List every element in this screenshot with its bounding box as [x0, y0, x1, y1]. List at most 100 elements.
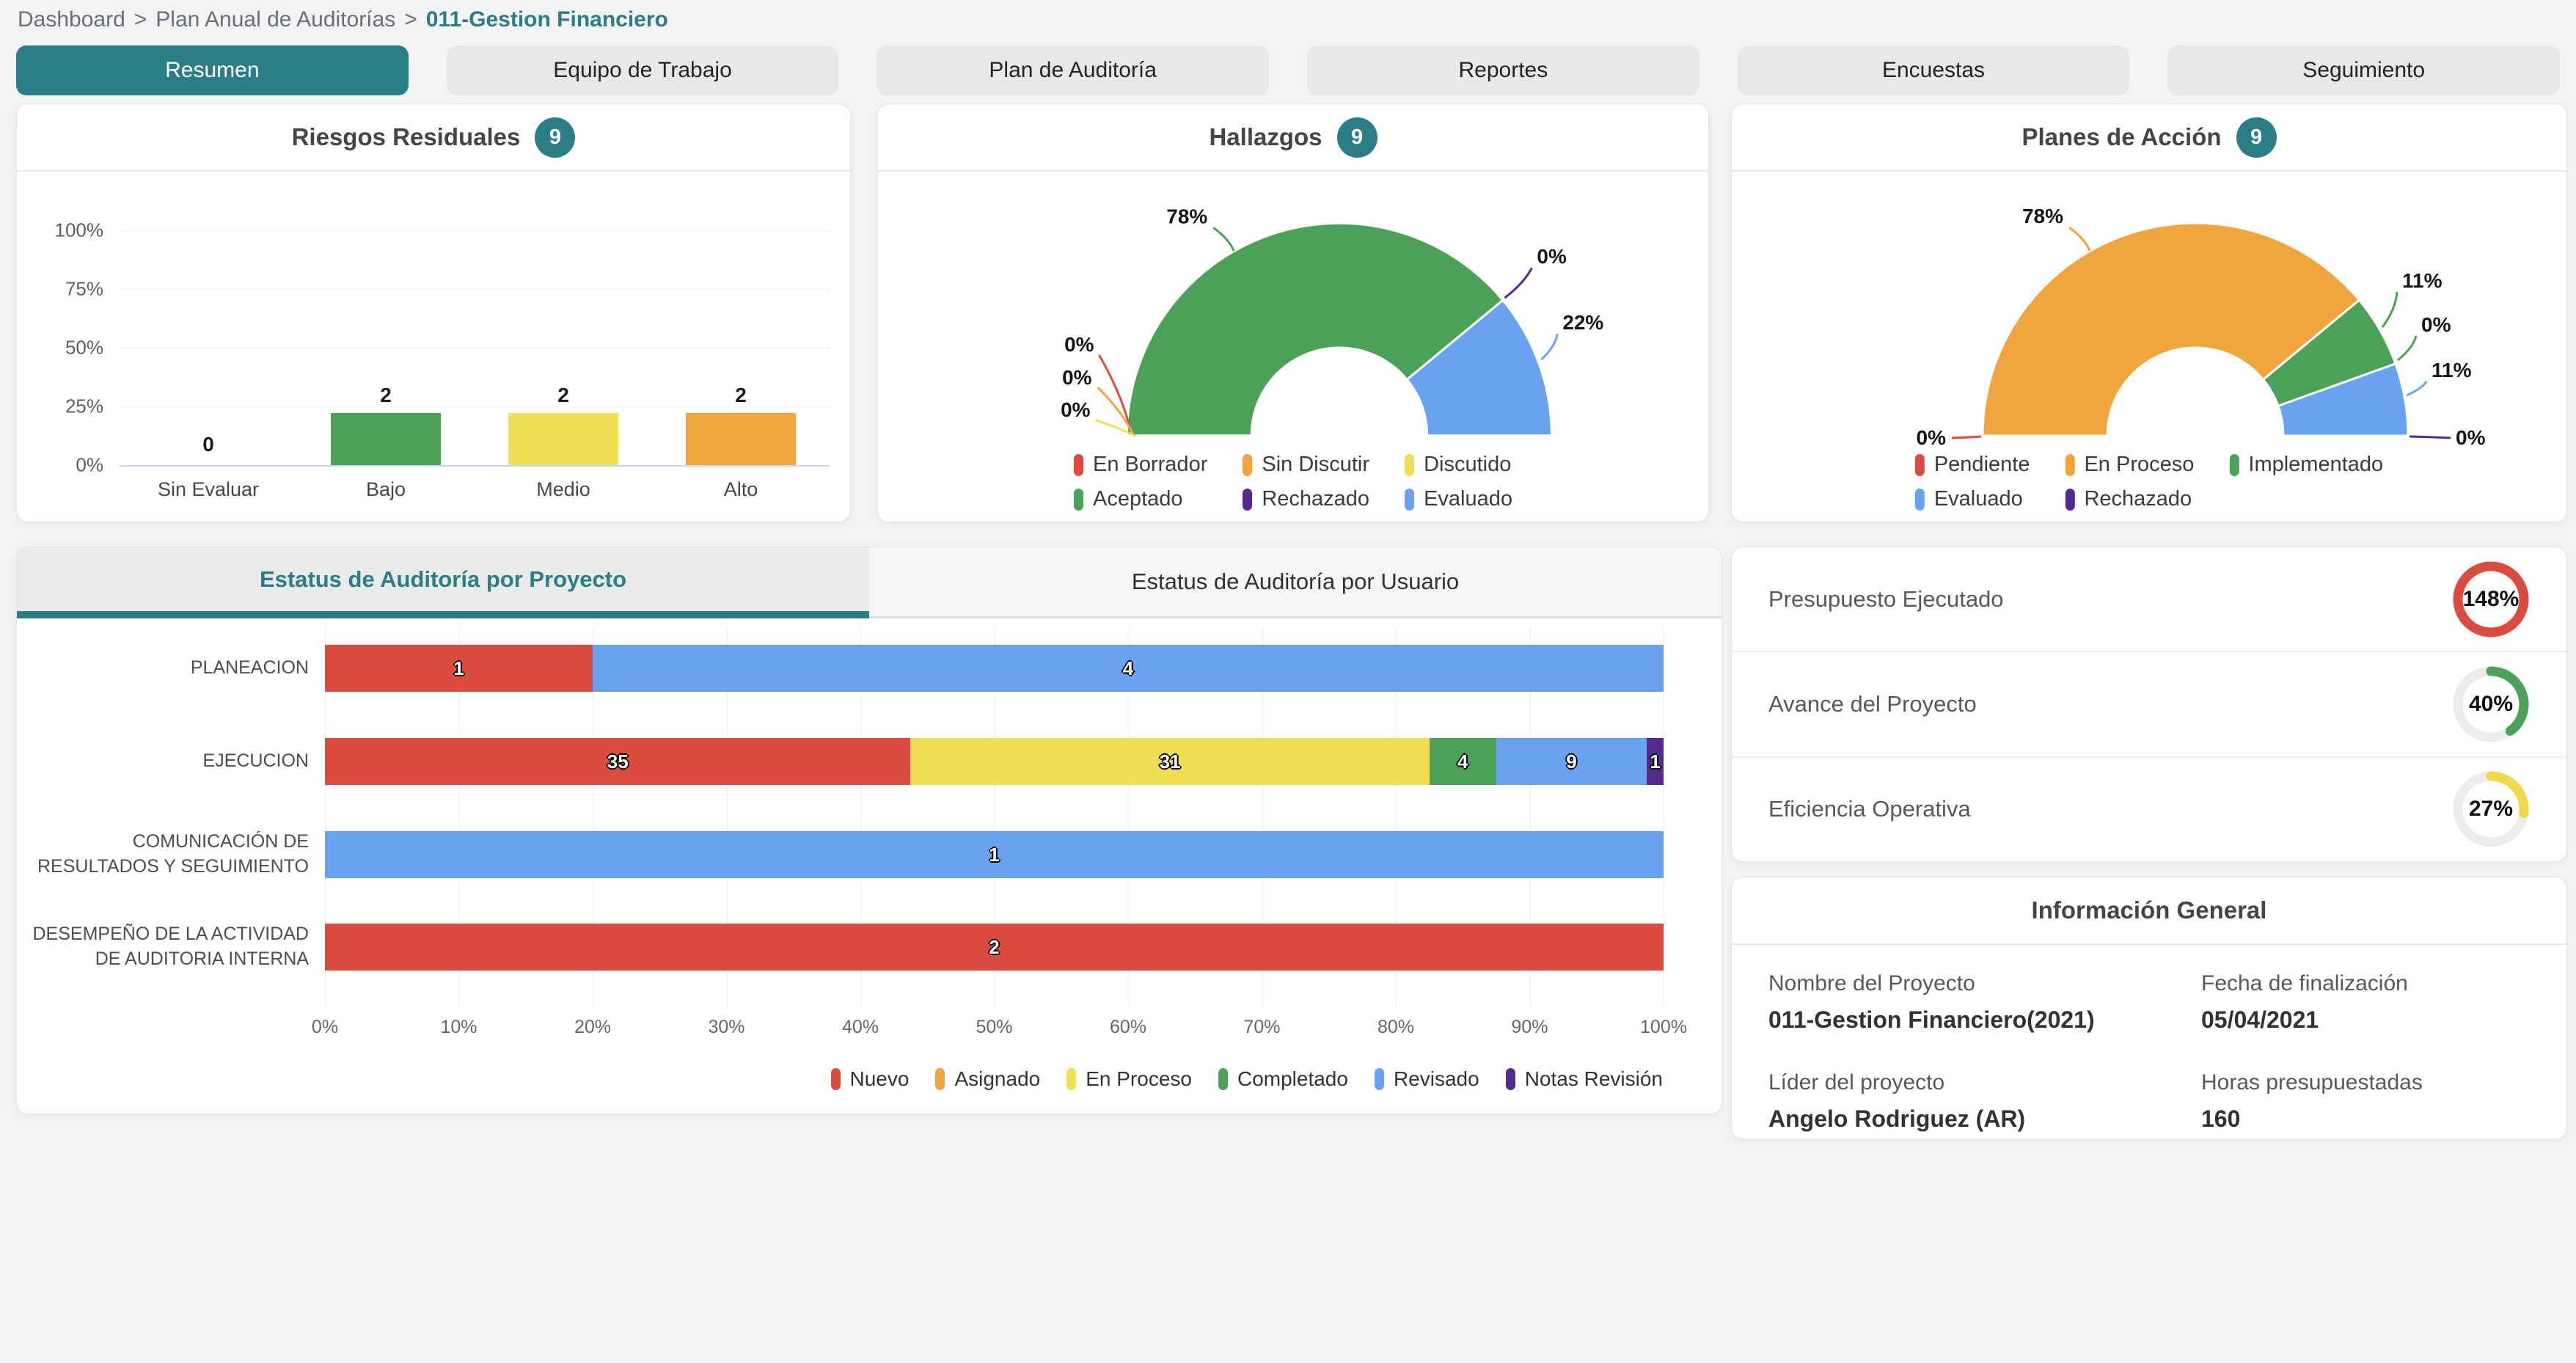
kpi-row-eficiencia-operativa: Eficiencia Operativa 27% [1732, 756, 2566, 861]
info-field-label: Horas presupuestadas [2201, 1070, 2423, 1095]
info-header: Información General [1732, 877, 2566, 945]
legend-item-en-proceso: En Proceso [1066, 1067, 1192, 1091]
legend-label: Evaluado [1933, 487, 2023, 511]
legend-item-evaluado: Evaluado [1914, 487, 2023, 511]
segment-nuevo: 2 [325, 924, 1664, 971]
tab-plan-de-auditoria[interactable]: Plan de Auditoría [877, 45, 1270, 95]
legend-marker-pendiente [1914, 453, 1925, 476]
estatus-xtick: 100% [1640, 1017, 1687, 1037]
callout-label: 0% [1064, 333, 1094, 356]
breadcrumb-link-dashboard[interactable]: Dashboard [18, 7, 125, 32]
legend-marker-implementado [2229, 453, 2239, 476]
legend-marker-discutido [1405, 453, 1415, 476]
tab-encuestas[interactable]: Encuestas [1737, 45, 2130, 95]
callout-label: 78% [2022, 205, 2063, 227]
kpi-ring-eficiencia-operativa: 27% [2449, 767, 2533, 851]
callout-label: 0% [1061, 398, 1091, 421]
info-field-value: 011-Gestion Financiero(2021) [1768, 1006, 2095, 1033]
breadcrumb: Dashboard > Plan Anual de Auditorías >011-G… [18, 7, 668, 32]
segment-value: 1 [1650, 750, 1661, 772]
riesgos-bar-bajo [331, 413, 441, 465]
kpi-value: 148% [2462, 586, 2520, 611]
breadcrumb-link-plan-anual-de-auditorias[interactable]: Plan Anual de Auditorías [155, 7, 396, 32]
slice-en-proceso [1981, 222, 2361, 437]
tab-estatus-de-auditoria-por-proyecto[interactable]: Estatus de Auditoría por Proyecto [17, 547, 869, 618]
riesgos-count-badge: 9 [535, 117, 576, 158]
legend-item-rechazado: Rechazado [2065, 487, 2192, 511]
riesgos-bar-value: 2 [735, 384, 747, 406]
callout-line [1540, 333, 1559, 361]
legend-label: Rechazado [2084, 487, 2192, 511]
callout-line [1504, 267, 1533, 299]
legend-label: Implementado [2248, 453, 2384, 476]
riesgos-ytick: 0% [76, 453, 103, 476]
legend-label: Nuevo [849, 1067, 910, 1090]
ring-arc [2453, 666, 2529, 742]
legend-item-discutido: Discutido [1405, 453, 1511, 477]
breadcrumb-separator: > [404, 7, 417, 32]
callout-label: 0% [1917, 426, 1947, 449]
tab-equipo-de-trabajo[interactable]: Equipo de Trabajo [446, 45, 839, 95]
estatus-xtick: 40% [841, 1017, 879, 1037]
estatus-bar-desempeno-de-la-actividad-de-auditoria-interna: 2 [325, 924, 1664, 971]
card-hallazgos-title: Hallazgos [1209, 123, 1322, 150]
kpi-label: Eficiencia Operativa [1768, 796, 1971, 822]
riesgos-category-label: Alto [723, 478, 758, 500]
legend-item-revisado: Revisado [1374, 1067, 1479, 1091]
info-field-fecha-de-finalizacion: Fecha de finalización 05/04/2021 [2201, 971, 2533, 1034]
legend-label: Sin Discutir [1262, 453, 1370, 476]
callout-line [2397, 335, 2418, 362]
riesgos-gridline [120, 465, 830, 467]
riesgos-bar-value: 2 [557, 384, 569, 406]
riesgos-ytick: 25% [65, 395, 103, 417]
callout-line [1212, 227, 1235, 252]
callout-line [1095, 419, 1137, 438]
estatus-gridline [1128, 627, 1129, 1007]
estatus-xtick: 0% [311, 1017, 339, 1037]
segment-value: 2 [989, 935, 1000, 958]
info-field-horas-presupuestadas: Horas presupuestadas 160 [2201, 1070, 2533, 1133]
segment-value: 1 [989, 843, 1000, 866]
estatus-gridline [458, 627, 460, 1007]
slice-evaluado [1405, 299, 1553, 437]
hallazgos-donut-chart: 0% 0% 0% 78% 0% 22% En Borrador Sin Discutir Dis… [878, 172, 1708, 522]
info-field-nombre-del-proyecto: Nombre del Proyecto 011-Gestion Financier… [1768, 971, 2201, 1034]
segment-notas-revision: 1 [1647, 738, 1664, 785]
legend-marker-en-proceso [2065, 453, 2075, 476]
estatus-xtick: 50% [976, 1017, 1013, 1037]
legend-marker-en-proceso [1066, 1068, 1077, 1090]
kpi-label: Presupuesto Ejecutado [1768, 585, 2004, 612]
segment-revisado: 4 [593, 645, 1664, 692]
segment-value: 4 [1457, 750, 1468, 772]
tab-estatus-de-auditoria-por-usuario[interactable]: Estatus de Auditoría por Usuario [869, 547, 1721, 618]
info-field-value: 160 [2201, 1106, 2241, 1132]
estatus-row-label-comunicacion-de-resultados-y-seguimiento: COMUNICACIÓN DE RESULTADOS Y SEGUIMIENTO [37, 831, 309, 877]
legend-item-rechazado: Rechazado [1243, 487, 1369, 511]
kpi-list: Presupuesto Ejecutado 148% Avance del Proy… [1732, 547, 2566, 861]
ring-arc [2453, 561, 2529, 637]
segment-en-proceso: 31 [910, 738, 1430, 785]
estatus-gridline [726, 627, 728, 1007]
estatus-xtick: 10% [440, 1017, 477, 1037]
card-kpis: Presupuesto Ejecutado 148% Avance del Proy… [1731, 547, 2567, 862]
kpi-row-avance-del-proyecto: Avance del Proyecto 40% [1732, 651, 2566, 756]
planes-de-accion-legend: Pendiente En Proceso Implementado Evaluado R… [1914, 453, 2384, 511]
tab-reportes[interactable]: Reportes [1307, 45, 1699, 95]
info-field-lider-del-proyecto: Líder del proyecto Angelo Rodriguez (AR) [1768, 1070, 2201, 1133]
legend-label: Aceptado [1092, 487, 1183, 511]
legend-marker-completado [1218, 1068, 1228, 1090]
segment-value: 35 [607, 750, 629, 772]
card-informacion-general: Información General Nombre del Proyecto 0… [1731, 877, 2567, 1139]
kpi-ring-svg [2453, 666, 2529, 742]
estatus-legend: Nuevo Asignado En Proceso Completado Revisad… [830, 1067, 1663, 1091]
info-fields: Nombre del Proyecto 011-Gestion Financier… [1732, 945, 2566, 1133]
riesgos-gridline [120, 289, 830, 290]
tab-resumen[interactable]: Resumen [16, 45, 409, 95]
tab-seguimiento[interactable]: Seguimiento [2167, 45, 2561, 95]
estatus-gridline [325, 627, 326, 1007]
legend-marker-rechazado [2065, 488, 2075, 511]
legend-marker-evaluado [1405, 488, 1415, 511]
callout-label: 22% [1562, 311, 1603, 334]
riesgos-gridline [120, 406, 830, 407]
